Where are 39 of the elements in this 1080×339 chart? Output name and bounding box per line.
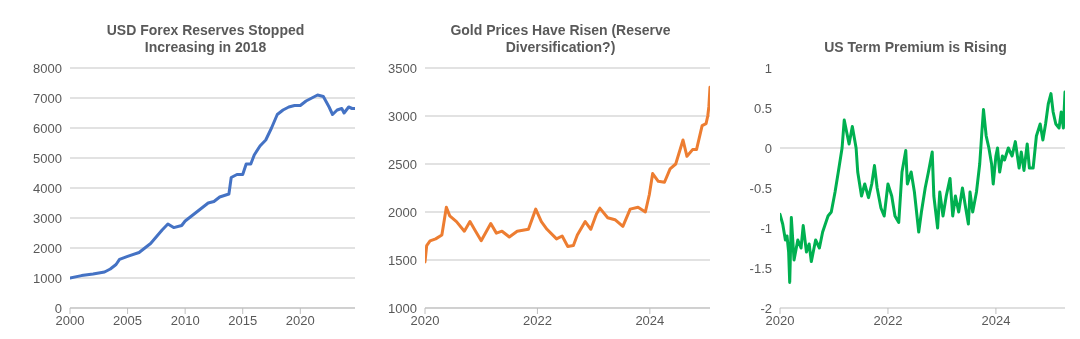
chart-title: Gold Prices Have Risen (Reserve Diversification?) bbox=[449, 22, 672, 56]
y-tick-label: 0.5 bbox=[753, 100, 772, 116]
line-series bbox=[425, 85, 710, 264]
y-tick-label: 0 bbox=[764, 140, 772, 156]
y-tick-label: 6000 bbox=[33, 120, 62, 136]
x-tick-label: 2020 bbox=[765, 313, 795, 329]
y-tick-label: 3000 bbox=[33, 210, 62, 226]
y-tick-label: 1500 bbox=[388, 252, 417, 268]
x-tick-label: 2015 bbox=[228, 313, 258, 329]
y-tick-label: -2 bbox=[760, 300, 772, 316]
y-tick-label: 5000 bbox=[33, 150, 62, 166]
y-tick-label: 8000 bbox=[33, 60, 62, 76]
x-tick-label: 2005 bbox=[113, 313, 143, 329]
x-tick-label: 2000 bbox=[55, 313, 85, 329]
y-tick-label: -0.5 bbox=[749, 180, 772, 196]
line-series bbox=[780, 90, 1065, 284]
x-tick-label: 2020 bbox=[410, 313, 440, 329]
y-tick-label: 2000 bbox=[33, 240, 62, 256]
y-tick-label: 2000 bbox=[388, 204, 417, 220]
y-tick-label: 2500 bbox=[388, 156, 417, 172]
y-tick-label: 7000 bbox=[33, 90, 62, 106]
chart-title: USD Forex Reserves Stopped Increasing in 2018 bbox=[105, 22, 306, 56]
y-tick-label: 3500 bbox=[388, 60, 417, 76]
x-tick-label: 2010 bbox=[170, 313, 200, 329]
x-tick-label: 2022 bbox=[522, 313, 552, 329]
y-tick-label: 1000 bbox=[33, 270, 62, 286]
x-tick-label: 2022 bbox=[873, 313, 903, 329]
x-tick-label: 2024 bbox=[981, 313, 1011, 329]
y-tick-label: 3000 bbox=[388, 108, 417, 124]
y-tick-label: -1.5 bbox=[749, 260, 772, 276]
y-tick-label: 1 bbox=[764, 60, 772, 76]
y-tick-label: 0 bbox=[54, 300, 62, 316]
y-tick-label: 4000 bbox=[33, 180, 62, 196]
x-tick-label: 2024 bbox=[635, 313, 665, 329]
line-series bbox=[70, 93, 355, 280]
x-tick-label: 2020 bbox=[285, 313, 315, 329]
chart-title: US Term Premium is Rising bbox=[823, 39, 1008, 56]
y-tick-label: -1 bbox=[760, 220, 772, 236]
y-tick-label: 1000 bbox=[388, 300, 417, 316]
